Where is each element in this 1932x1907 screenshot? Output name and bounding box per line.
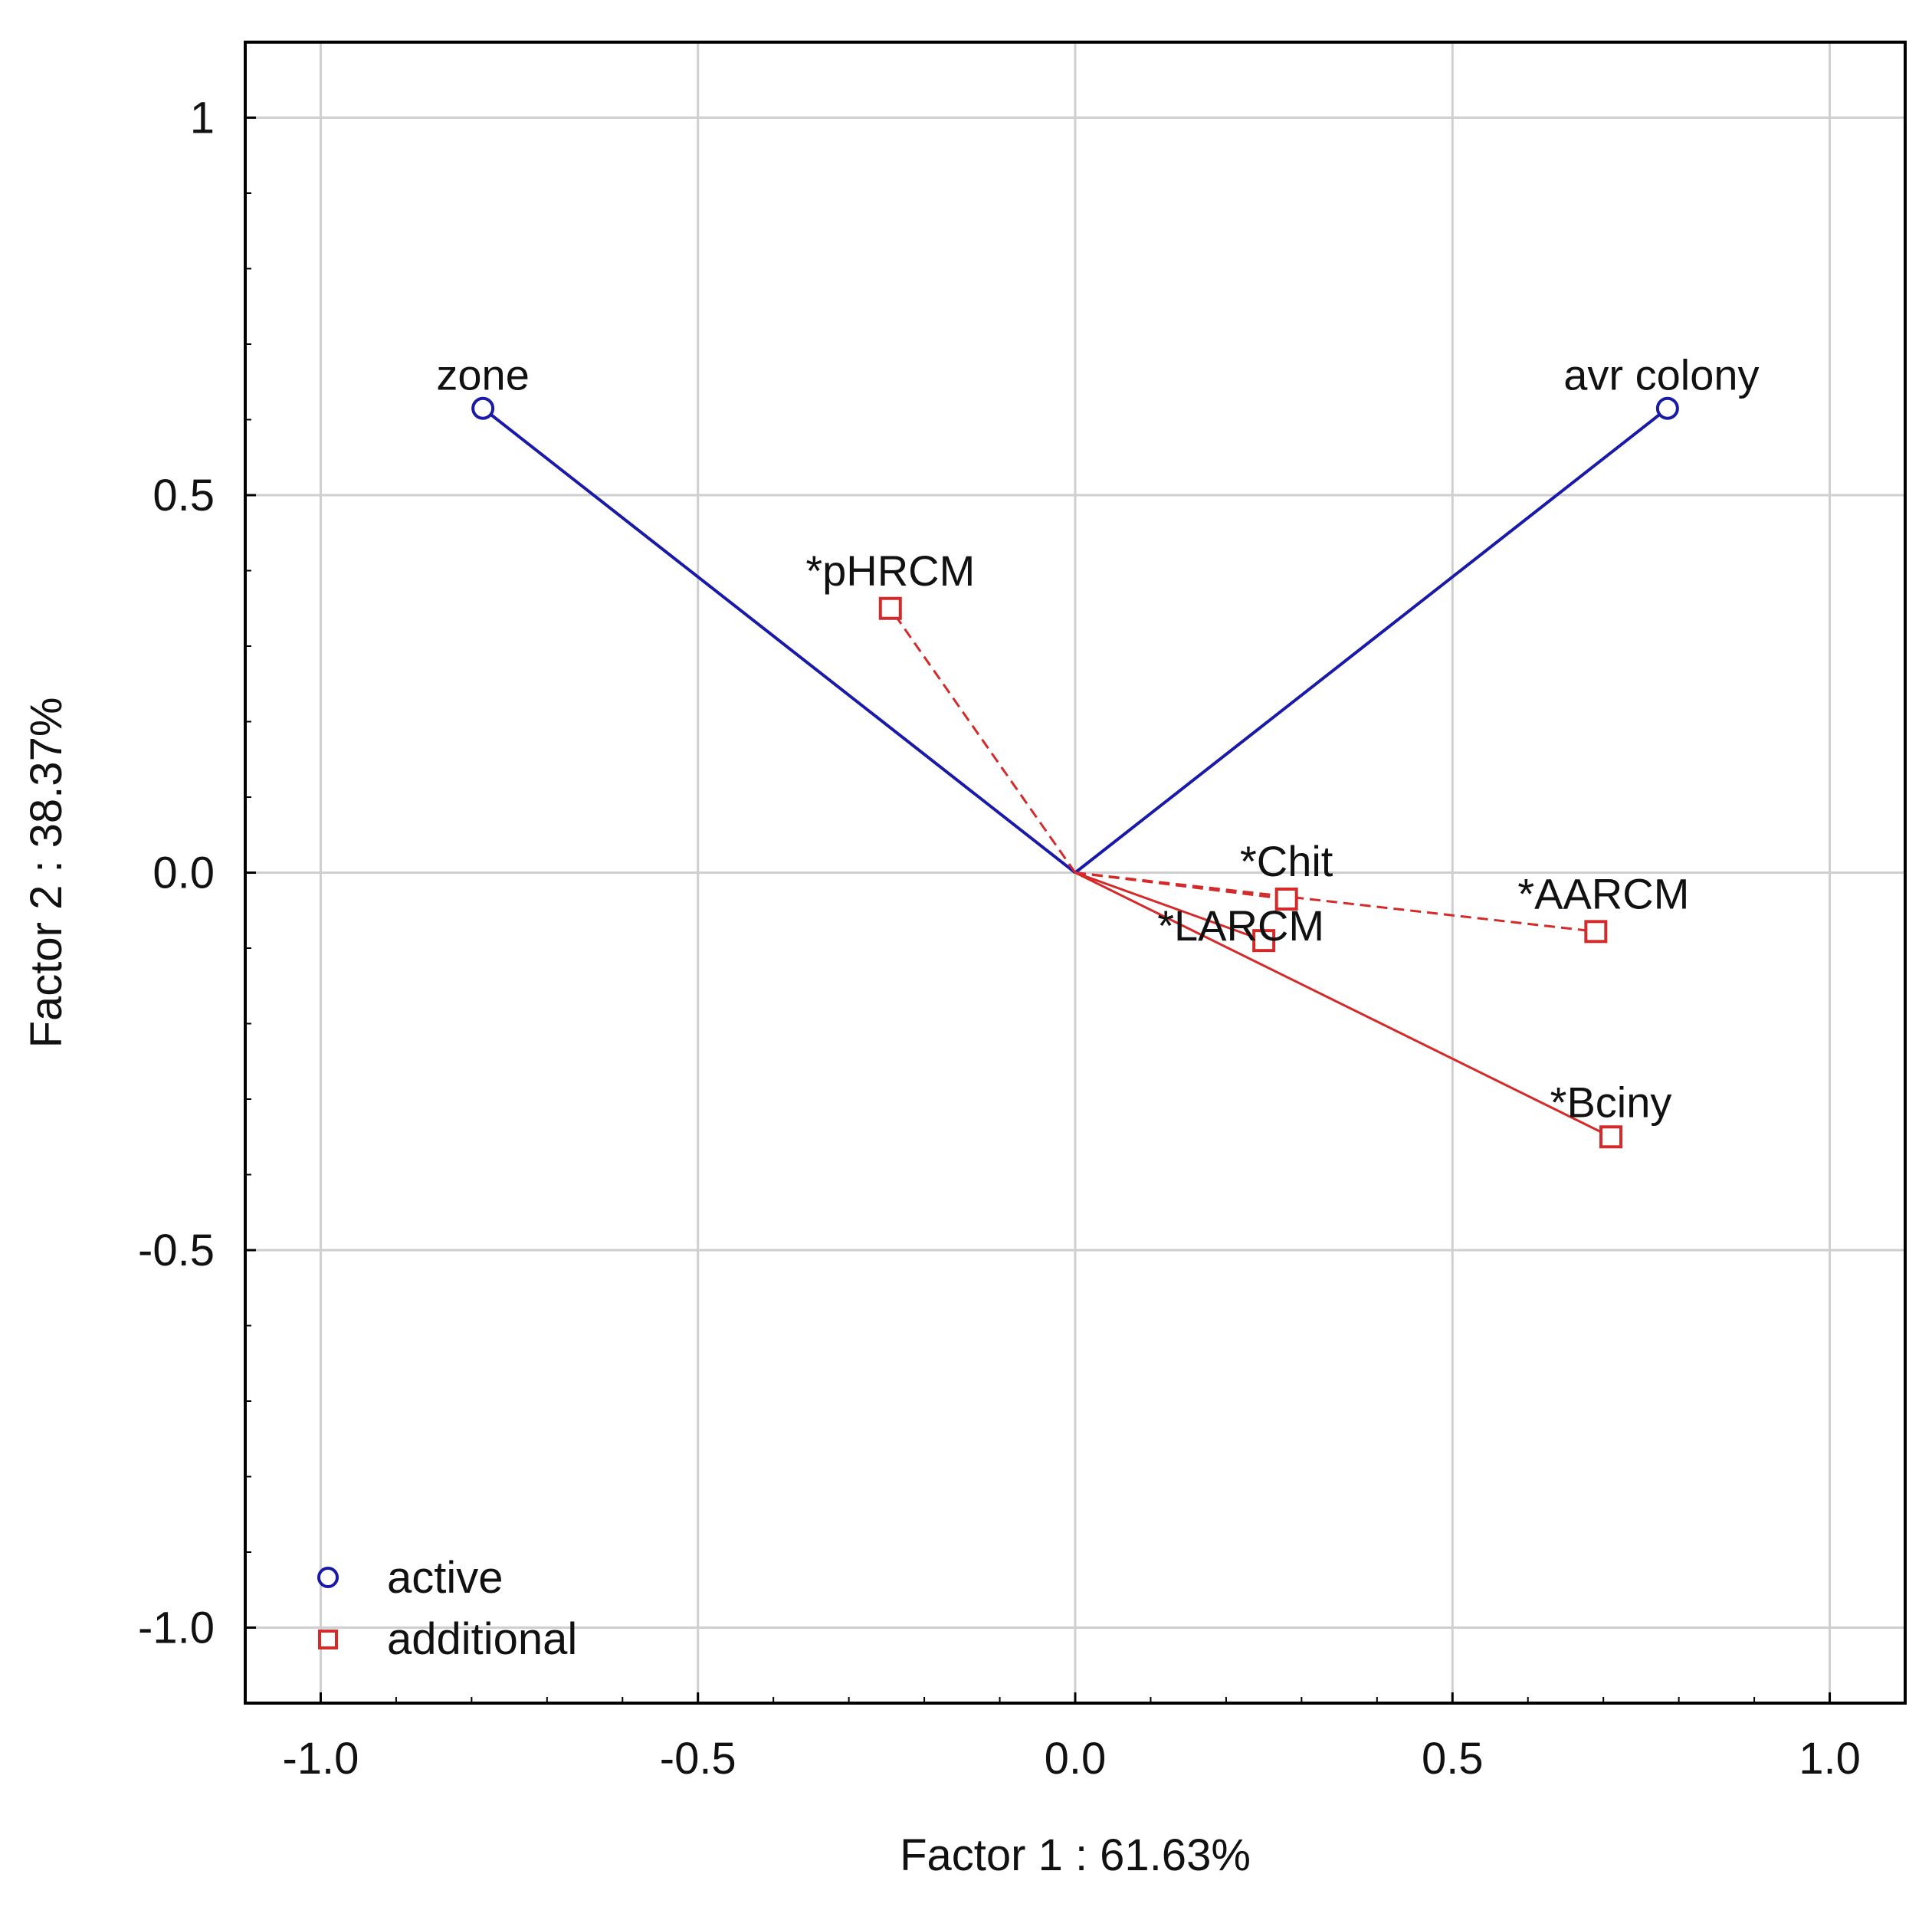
y-tick-label: 1: [190, 94, 215, 143]
data-points: [471, 396, 1679, 1149]
active-marker: [1655, 396, 1679, 420]
loading-vectors: [481, 407, 1669, 1138]
point-labels: zone avr colony *pHRCM *Chit *LARCM *AARCM *Bc…: [436, 351, 1759, 1127]
additional-marker: [878, 596, 902, 620]
legend: active additional: [317, 1553, 577, 1664]
point-label: *pHRCM: [805, 546, 975, 595]
y-tick-label: -1.0: [138, 1603, 215, 1653]
vector-line: [1074, 871, 1596, 933]
vector-line: [481, 407, 1077, 875]
legend-additional-marker: [318, 1630, 338, 1649]
vector-line: [889, 607, 1077, 874]
y-tick-label: -0.5: [138, 1226, 215, 1275]
point-label: *Bciny: [1550, 1078, 1672, 1126]
x-axis-label: Factor 1 : 61.63%: [900, 1830, 1251, 1880]
x-tick-label: -0.5: [660, 1734, 736, 1784]
x-tick-label: 1.0: [1799, 1734, 1861, 1784]
active-marker: [471, 396, 495, 420]
x-tick-label: 0.5: [1422, 1734, 1484, 1784]
vector-line: [1074, 871, 1264, 942]
point-label: avr colony: [1563, 351, 1759, 399]
y-tick-label: 0.5: [153, 471, 215, 520]
y-axis-label: Factor 2 : 38.37%: [21, 697, 71, 1049]
y-tick-label: 0.0: [153, 848, 215, 898]
legend-active-marker: [317, 1567, 339, 1588]
point-label: *LARCM: [1157, 901, 1324, 950]
legend-active-label: active: [387, 1553, 504, 1603]
x-tick-label: 0.0: [1045, 1734, 1107, 1784]
vector-line: [1074, 407, 1669, 875]
additional-marker: [1599, 1125, 1623, 1149]
x-tick-label: -1.0: [282, 1734, 359, 1784]
axis-ticks: -1.0 -0.5 0.0 0.5 1.0 1 0.5 0.0 -0.5 -1.0: [138, 94, 1861, 1784]
additional-marker: [1274, 887, 1298, 911]
point-label: *AARCM: [1517, 869, 1689, 917]
additional-marker: [1584, 920, 1608, 944]
additional-marker: [1252, 929, 1276, 953]
vector-line: [1074, 871, 1612, 1138]
legend-additional-label: additional: [387, 1614, 577, 1664]
point-label: *Chit: [1240, 837, 1333, 885]
grid: [245, 42, 1905, 1703]
point-label: zone: [436, 351, 529, 399]
